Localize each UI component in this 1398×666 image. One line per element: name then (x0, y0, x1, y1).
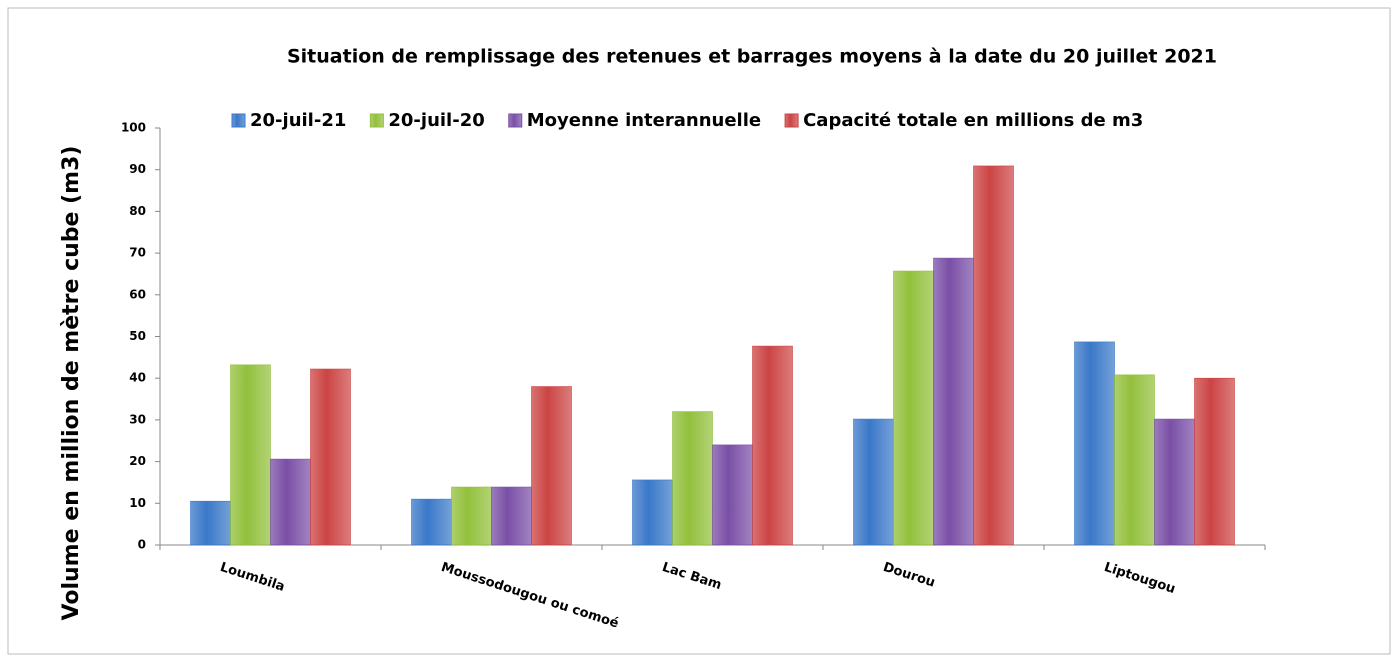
bar (893, 270, 934, 546)
bar (411, 498, 452, 546)
legend-label: 20-juil-21 (250, 110, 346, 131)
y-tick-label: 60 (129, 287, 146, 301)
y-tick-label: 30 (129, 412, 146, 426)
y-tick-label: 0 (138, 538, 146, 552)
legend-swatch (508, 113, 523, 128)
bar (1194, 377, 1235, 546)
bar (531, 386, 572, 546)
legend-label: Capacité totale en millions de m3 (803, 110, 1143, 131)
legend-label: 20-juil-20 (388, 110, 484, 131)
chart-title: Situation de remplissage des retenues et… (287, 46, 1217, 68)
y-tick-label: 10 (129, 496, 146, 510)
bar (853, 418, 894, 546)
legend-label: Moyenne interannuelle (527, 110, 761, 131)
bar (491, 486, 532, 546)
y-tick-label: 40 (129, 371, 146, 385)
chart-frame (7, 7, 1391, 655)
bar (672, 411, 713, 546)
y-tick-label: 50 (129, 329, 146, 343)
bar (310, 368, 351, 546)
bar (973, 165, 1014, 546)
y-tick-label: 100 (121, 121, 146, 135)
bar (933, 257, 974, 546)
bar (752, 345, 793, 546)
bar (230, 364, 271, 546)
legend-swatch (231, 113, 246, 128)
bar (632, 479, 673, 546)
bar (270, 458, 311, 546)
legend-swatch (784, 113, 799, 128)
bar (712, 444, 753, 546)
y-tick-label: 20 (129, 454, 146, 468)
y-tick-label: 70 (129, 246, 146, 260)
bar (1074, 341, 1115, 546)
bar (190, 500, 231, 546)
bar (1154, 418, 1195, 546)
y-tick-label: 80 (129, 204, 146, 218)
y-tick-label: 90 (129, 162, 146, 176)
legend-swatch (369, 113, 384, 128)
bar (451, 486, 492, 546)
y-axis-label: Volume en million de mètre cube (m3) (59, 146, 84, 621)
bar (1114, 374, 1155, 546)
